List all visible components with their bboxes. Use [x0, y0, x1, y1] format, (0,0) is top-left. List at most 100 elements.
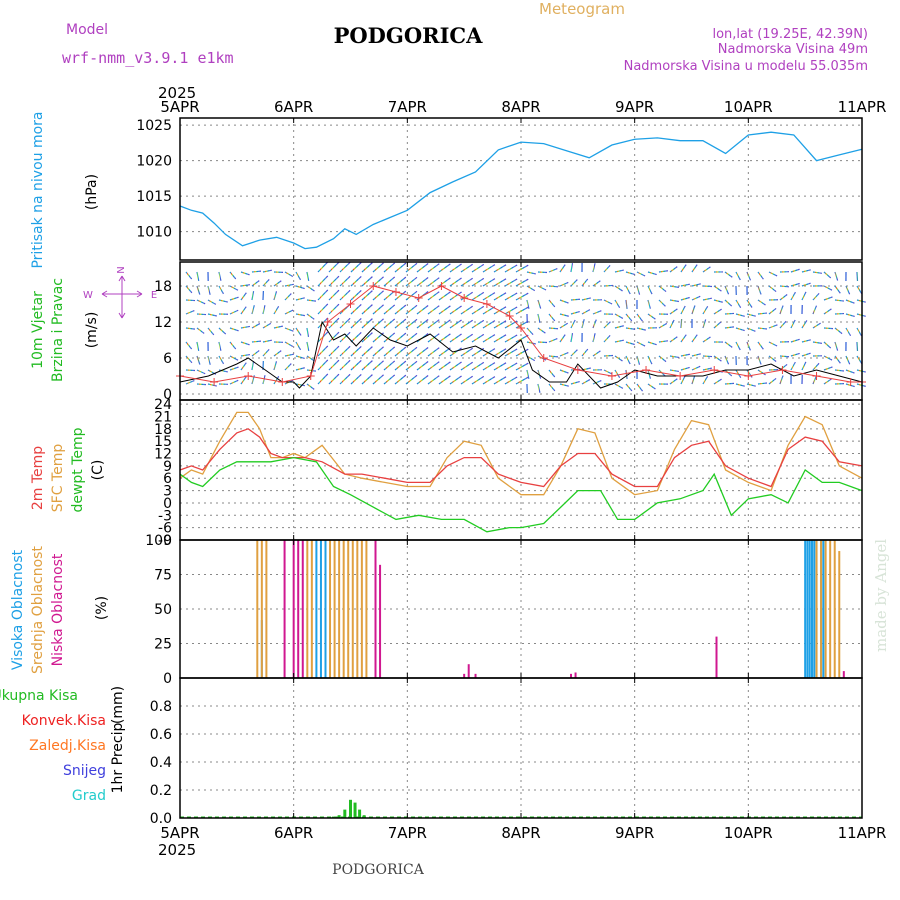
x-tick-label-top: 11APR	[838, 98, 887, 116]
wind-arrow	[856, 355, 863, 364]
wind-arrow	[713, 308, 722, 315]
wind-arrow	[647, 285, 653, 295]
wind-arrow	[185, 341, 193, 350]
wind-arrow	[493, 376, 507, 385]
temp-unit: (C)	[90, 460, 106, 481]
wind-arrow	[570, 279, 578, 287]
wind-arrow	[240, 284, 250, 287]
wind-arrow	[702, 375, 709, 385]
x-tick-label-bottom: 9APR	[615, 824, 654, 842]
low-cloud-bar	[297, 540, 300, 678]
precip-label: 1hr Precip	[110, 723, 126, 794]
wind-arrow	[702, 297, 712, 301]
high-cloud-bar	[806, 540, 809, 678]
wind-arrow	[746, 327, 756, 332]
footer-station: PODGORICA	[332, 862, 425, 878]
wind-arrow	[185, 285, 193, 294]
wind-arrow	[680, 305, 686, 315]
wind-arrow	[394, 304, 407, 315]
wind-arrow	[702, 336, 711, 343]
wind-arrow	[372, 346, 384, 357]
y-tick-label: 50	[154, 602, 172, 618]
wind-arrow	[680, 318, 683, 329]
wind-gust-marker	[414, 294, 423, 302]
wind-arrow	[240, 271, 250, 276]
y-tick-label: 6	[163, 351, 172, 367]
wind-arrow	[537, 383, 541, 393]
wind-arrow	[196, 341, 200, 351]
wind-arrow	[482, 362, 496, 371]
wind-arrow	[757, 369, 766, 376]
y-tick-label: 0.6	[150, 727, 172, 743]
precip-bar	[343, 809, 347, 818]
wind-arrow	[581, 297, 591, 301]
wind-arrow	[383, 374, 396, 385]
wind-arrow	[625, 383, 633, 392]
wind-arrow	[273, 376, 280, 385]
wind-arrow	[768, 285, 777, 293]
wind-arrow	[471, 263, 485, 273]
wind-gust-marker	[437, 282, 446, 290]
wind-arrow	[218, 327, 227, 335]
wind-arrow	[812, 375, 818, 385]
wind-arrow	[801, 361, 807, 371]
wind-arrow	[669, 369, 679, 373]
sfc-temp-line	[179, 411, 863, 496]
wind-arrow	[350, 318, 362, 329]
wind-arrow	[526, 355, 536, 362]
wind-arrow	[603, 321, 611, 329]
wind-arrow	[592, 350, 601, 357]
wind-gust-marker	[812, 372, 821, 380]
wind-arrow	[691, 295, 701, 301]
mid-cloud-bar	[347, 540, 350, 678]
wind-gust-marker	[482, 300, 491, 308]
x-tick-label-bottom: 6APR	[274, 824, 313, 842]
precip-bar	[337, 815, 341, 818]
wind-arrow	[284, 363, 292, 371]
wind-arrow	[548, 299, 556, 308]
wind-arrow	[405, 374, 418, 385]
wind-arrow	[691, 375, 696, 385]
wind-arrow	[339, 289, 351, 301]
wind-arrow	[229, 379, 239, 385]
wind-arrow	[845, 299, 855, 304]
wind-arrow	[735, 327, 745, 332]
wind-arrow	[251, 323, 261, 329]
wind-label-1: 10m Vjetar	[30, 291, 46, 369]
wind-arrow	[603, 284, 614, 287]
wind-arrow	[614, 339, 624, 343]
wind-arrow	[823, 327, 834, 330]
wind-arrow	[581, 319, 585, 329]
wind-arrow	[658, 270, 668, 273]
wind-arrow	[636, 341, 646, 347]
wind-arrow	[713, 355, 722, 362]
credit-watermark: made by Angel	[872, 539, 890, 652]
wind-arrow	[768, 307, 777, 315]
wind-arrow	[614, 299, 621, 309]
wind-arrow	[680, 375, 686, 385]
wind-arrow	[515, 320, 529, 329]
x-tick-label-top: 7APR	[388, 98, 427, 116]
precip-legend-hail: Grad	[72, 788, 106, 804]
wind-arrow	[416, 361, 429, 371]
wind-arrow	[262, 339, 272, 343]
low-cloud-bar	[715, 636, 718, 678]
wind-arrow	[284, 341, 294, 347]
y-tick-label: 6	[163, 471, 172, 487]
mid-cloud-bar	[342, 540, 345, 678]
mid-cloud-bar	[260, 540, 263, 678]
wind-arrow	[427, 333, 440, 343]
wind-arrow	[262, 375, 266, 385]
y-tick-label: 12	[154, 447, 172, 463]
wind-arrow	[251, 340, 262, 343]
wind-arrow	[427, 375, 440, 385]
x-tick-label-bottom: 11APR	[838, 824, 887, 842]
wind-arrow	[757, 312, 768, 315]
wind-arrow	[328, 373, 340, 385]
wind-arrow	[350, 304, 362, 315]
wind-arrow	[515, 306, 529, 315]
wind-arrow	[504, 376, 518, 385]
temp-label-3: dewpt Temp	[70, 427, 86, 512]
wind-arrow	[713, 299, 723, 303]
mid-cloud-bar	[365, 540, 368, 678]
